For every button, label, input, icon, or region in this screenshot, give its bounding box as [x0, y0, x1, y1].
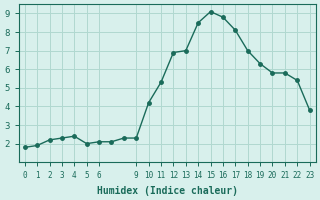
- X-axis label: Humidex (Indice chaleur): Humidex (Indice chaleur): [97, 186, 238, 196]
